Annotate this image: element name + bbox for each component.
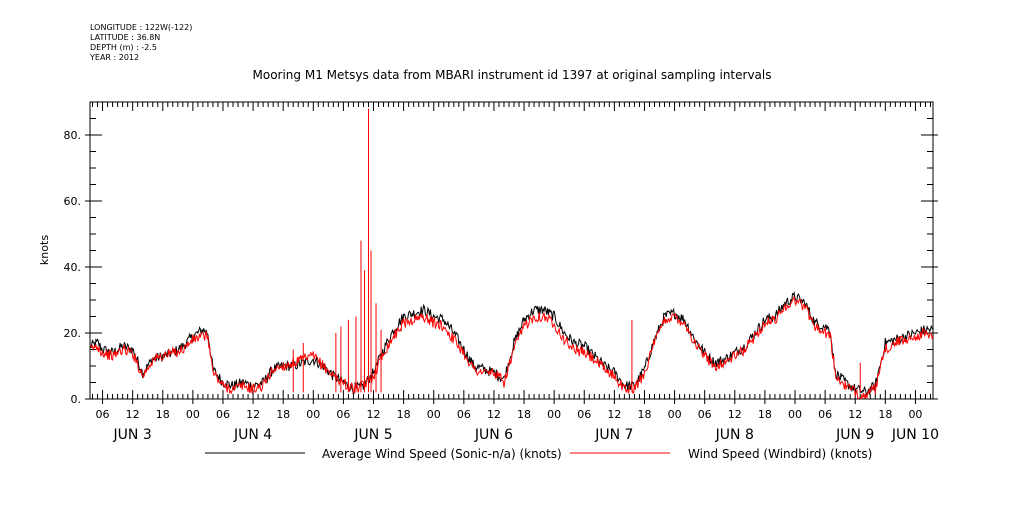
y-tick-label: 20. bbox=[64, 327, 82, 340]
x-hour-label: 18 bbox=[156, 408, 170, 421]
x-day-label: JUN 8 bbox=[715, 427, 754, 443]
x-hour-label: 00 bbox=[306, 408, 320, 421]
x-hour-label: 12 bbox=[246, 408, 260, 421]
x-hour-label: 06 bbox=[818, 408, 832, 421]
x-day-label: JUN 6 bbox=[474, 427, 513, 443]
y-tick-label: 80. bbox=[64, 129, 82, 142]
y-tick-label: 0. bbox=[71, 393, 82, 406]
x-hour-label: 12 bbox=[126, 408, 140, 421]
x-hour-label: 06 bbox=[577, 408, 591, 421]
axis-ticks bbox=[85, 101, 938, 404]
x-day-label: JUN 9 bbox=[835, 427, 874, 443]
x-hour-label: 06 bbox=[216, 408, 230, 421]
x-day-label: JUN 3 bbox=[113, 427, 152, 443]
x-hour-label: 00 bbox=[668, 408, 682, 421]
x-day-label: JUN 10 bbox=[891, 427, 939, 443]
x-hour-label: 00 bbox=[186, 408, 200, 421]
axis-tick-labels: 06 12 18 00 06 12 18 00 06 12 18 00 06 12 18 00 06 12 18 00… bbox=[64, 129, 940, 443]
x-hour-label: 18 bbox=[276, 408, 290, 421]
x-hour-label: 18 bbox=[397, 408, 411, 421]
x-hour-label: 06 bbox=[457, 408, 471, 421]
legend-label-average-wind-speed: Average Wind Speed (Sonic-n/a) (knots) bbox=[322, 447, 562, 461]
x-hour-label: 00 bbox=[427, 408, 441, 421]
series-layer bbox=[89, 108, 934, 400]
x-hour-label: 06 bbox=[336, 408, 350, 421]
x-hour-label: 18 bbox=[758, 408, 772, 421]
x-hour-label: 12 bbox=[487, 408, 501, 421]
x-hour-label: 18 bbox=[517, 408, 531, 421]
x-hour-label: 00 bbox=[908, 408, 922, 421]
meta-latitude: LATITUDE : 36.8N bbox=[90, 33, 160, 42]
x-hour-label: 12 bbox=[728, 408, 742, 421]
x-hour-label: 12 bbox=[848, 408, 862, 421]
legend-label-windbird: Wind Speed (Windbird) (knots) bbox=[688, 447, 872, 461]
y-tick-label: 60. bbox=[64, 195, 82, 208]
x-hour-label: 06 bbox=[698, 408, 712, 421]
meta-longitude: LONGITUDE : 122W(-122) bbox=[90, 23, 192, 32]
x-hour-label: 12 bbox=[367, 408, 381, 421]
x-day-label: JUN 5 bbox=[353, 427, 392, 443]
series-line-windbird bbox=[89, 296, 934, 400]
meta-depth: DEPTH (m) : -2.5 bbox=[90, 43, 157, 52]
y-tick-label: 40. bbox=[64, 261, 82, 274]
chart-title: Mooring M1 Metsys data from MBARI instru… bbox=[253, 68, 772, 82]
x-hour-label: 12 bbox=[607, 408, 621, 421]
series-line-average-wind-speed bbox=[89, 291, 934, 396]
x-hour-label: 06 bbox=[96, 408, 110, 421]
y-axis-title: knots bbox=[38, 235, 51, 265]
x-day-label: JUN 4 bbox=[233, 427, 272, 443]
legend: Average Wind Speed (Sonic-n/a) (knots) W… bbox=[205, 447, 872, 461]
x-hour-label: 18 bbox=[637, 408, 651, 421]
metadata-block: LONGITUDE : 122W(-122) LATITUDE : 36.8N … bbox=[89, 23, 192, 62]
meta-year: YEAR : 2012 bbox=[89, 53, 139, 62]
x-hour-label: 00 bbox=[788, 408, 802, 421]
x-day-label: JUN 7 bbox=[594, 427, 633, 443]
x-hour-label: 18 bbox=[878, 408, 892, 421]
x-hour-label: 00 bbox=[547, 408, 561, 421]
